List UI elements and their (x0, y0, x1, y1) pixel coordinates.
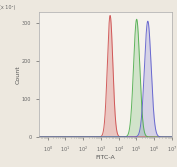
X-axis label: FITC-A: FITC-A (95, 155, 115, 160)
Text: (x 10²): (x 10²) (0, 6, 16, 10)
Y-axis label: Count: Count (16, 65, 21, 84)
